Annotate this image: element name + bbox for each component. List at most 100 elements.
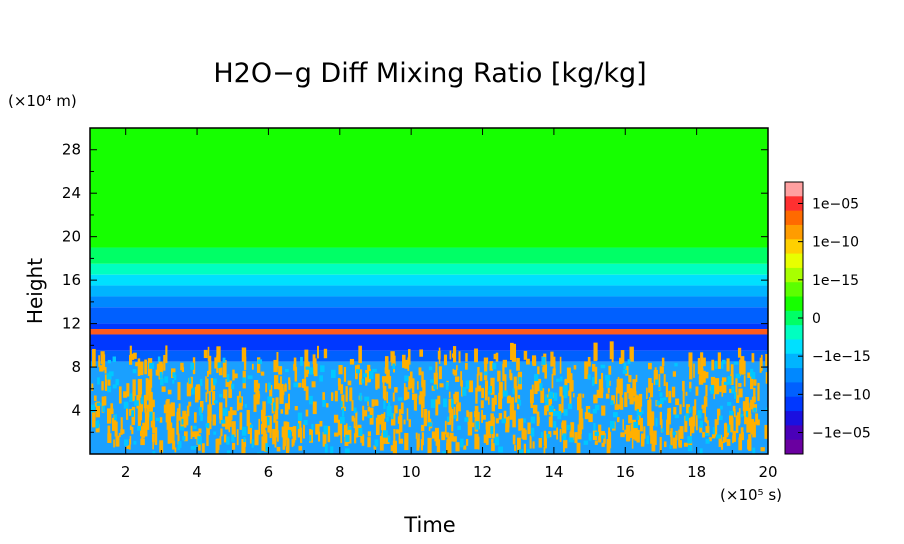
noise-speck bbox=[388, 401, 391, 409]
noise-streak bbox=[477, 367, 480, 376]
noise-speck bbox=[297, 412, 303, 421]
noise-streak bbox=[494, 395, 497, 405]
noise-streak bbox=[551, 374, 554, 389]
colorbar-swatch bbox=[785, 425, 803, 441]
noise-streak bbox=[483, 434, 489, 444]
noise-speck bbox=[200, 414, 203, 422]
noise-speck bbox=[523, 418, 526, 423]
noise-streak bbox=[647, 412, 651, 426]
noise-speck bbox=[249, 424, 253, 428]
noise-speck bbox=[688, 407, 692, 413]
noise-streak bbox=[92, 411, 96, 428]
noise-streak bbox=[563, 439, 568, 449]
noise-streak bbox=[468, 380, 473, 393]
noise-streak bbox=[476, 373, 479, 389]
noise-streak bbox=[705, 416, 708, 424]
noise-streak bbox=[129, 425, 132, 431]
noise-streak bbox=[697, 358, 701, 375]
noise-streak bbox=[186, 413, 189, 426]
noise-streak bbox=[543, 447, 546, 454]
noise-streak bbox=[582, 393, 585, 398]
noise-streak bbox=[406, 408, 409, 421]
noise-speck bbox=[517, 398, 520, 405]
noise-speck bbox=[641, 410, 644, 414]
noise-streak bbox=[690, 416, 695, 430]
noise-streak bbox=[607, 386, 610, 394]
noise-streak bbox=[132, 392, 135, 402]
noise-streak bbox=[587, 356, 591, 362]
noise-streak bbox=[605, 393, 610, 399]
noise-speck bbox=[705, 432, 709, 437]
noise-streak bbox=[455, 442, 460, 452]
noise-streak bbox=[421, 394, 425, 408]
noise-streak bbox=[490, 413, 494, 419]
noise-streak bbox=[498, 403, 502, 408]
noise-streak bbox=[628, 415, 633, 424]
noise-streak bbox=[359, 369, 363, 385]
noise-streak bbox=[154, 427, 158, 445]
noise-streak bbox=[256, 393, 261, 399]
noise-streak bbox=[399, 414, 403, 433]
noise-speck bbox=[205, 423, 208, 428]
noise-streak bbox=[408, 349, 411, 365]
noise-streak bbox=[408, 376, 411, 390]
noise-streak bbox=[673, 406, 677, 415]
noise-speck bbox=[545, 397, 549, 406]
noise-streak bbox=[631, 397, 637, 402]
noise-streak bbox=[102, 354, 106, 371]
noise-streak bbox=[570, 373, 573, 386]
heatmap-band-1 bbox=[90, 247, 768, 264]
noise-speck bbox=[137, 425, 142, 431]
noise-streak bbox=[232, 410, 237, 416]
noise-streak bbox=[724, 422, 727, 437]
noise-streak bbox=[739, 359, 742, 377]
noise-streak bbox=[726, 439, 731, 446]
noise-streak bbox=[634, 425, 638, 441]
noise-speck bbox=[655, 379, 659, 386]
noise-streak bbox=[203, 349, 208, 359]
noise-streak bbox=[451, 353, 456, 358]
noise-streak bbox=[471, 422, 475, 428]
x-tick-label: 12 bbox=[473, 463, 492, 481]
noise-streak bbox=[666, 419, 670, 436]
noise-speck bbox=[563, 409, 568, 416]
noise-streak bbox=[367, 431, 371, 437]
noise-streak bbox=[577, 393, 581, 402]
noise-streak bbox=[434, 427, 439, 433]
noise-streak bbox=[620, 432, 625, 438]
noise-speck bbox=[267, 382, 271, 390]
noise-streak bbox=[666, 413, 671, 425]
noise-streak bbox=[608, 427, 611, 442]
noise-streak bbox=[608, 380, 611, 386]
noise-speck bbox=[453, 414, 457, 419]
heatmap-band-5 bbox=[90, 296, 768, 308]
noise-streak bbox=[190, 376, 193, 390]
noise-streak bbox=[340, 434, 343, 444]
noise-streak bbox=[506, 395, 512, 404]
noise-streak bbox=[302, 424, 305, 439]
noise-streak bbox=[262, 401, 266, 415]
noise-streak bbox=[118, 386, 122, 404]
noise-speck bbox=[658, 387, 662, 391]
colorbar-swatch bbox=[785, 411, 803, 426]
heatmap-band-0 bbox=[90, 128, 768, 248]
noise-speck bbox=[541, 356, 546, 365]
noise-streak bbox=[398, 409, 401, 420]
noise-streak bbox=[507, 416, 510, 428]
noise-streak bbox=[280, 376, 282, 390]
noise-streak bbox=[611, 395, 615, 404]
noise-streak bbox=[477, 412, 480, 430]
noise-speck bbox=[689, 388, 692, 392]
noise-streak bbox=[110, 408, 114, 415]
noise-streak bbox=[110, 403, 114, 413]
noise-streak bbox=[301, 378, 306, 388]
colorbar-swatch bbox=[785, 368, 803, 383]
noise-streak bbox=[578, 393, 582, 410]
noise-streak bbox=[400, 402, 404, 414]
noise-streak bbox=[93, 395, 97, 401]
noise-speck bbox=[344, 448, 350, 454]
noise-streak bbox=[760, 447, 765, 452]
noise-speck bbox=[356, 369, 361, 374]
colorbar-swatch bbox=[785, 353, 803, 369]
noise-speck bbox=[442, 451, 447, 454]
